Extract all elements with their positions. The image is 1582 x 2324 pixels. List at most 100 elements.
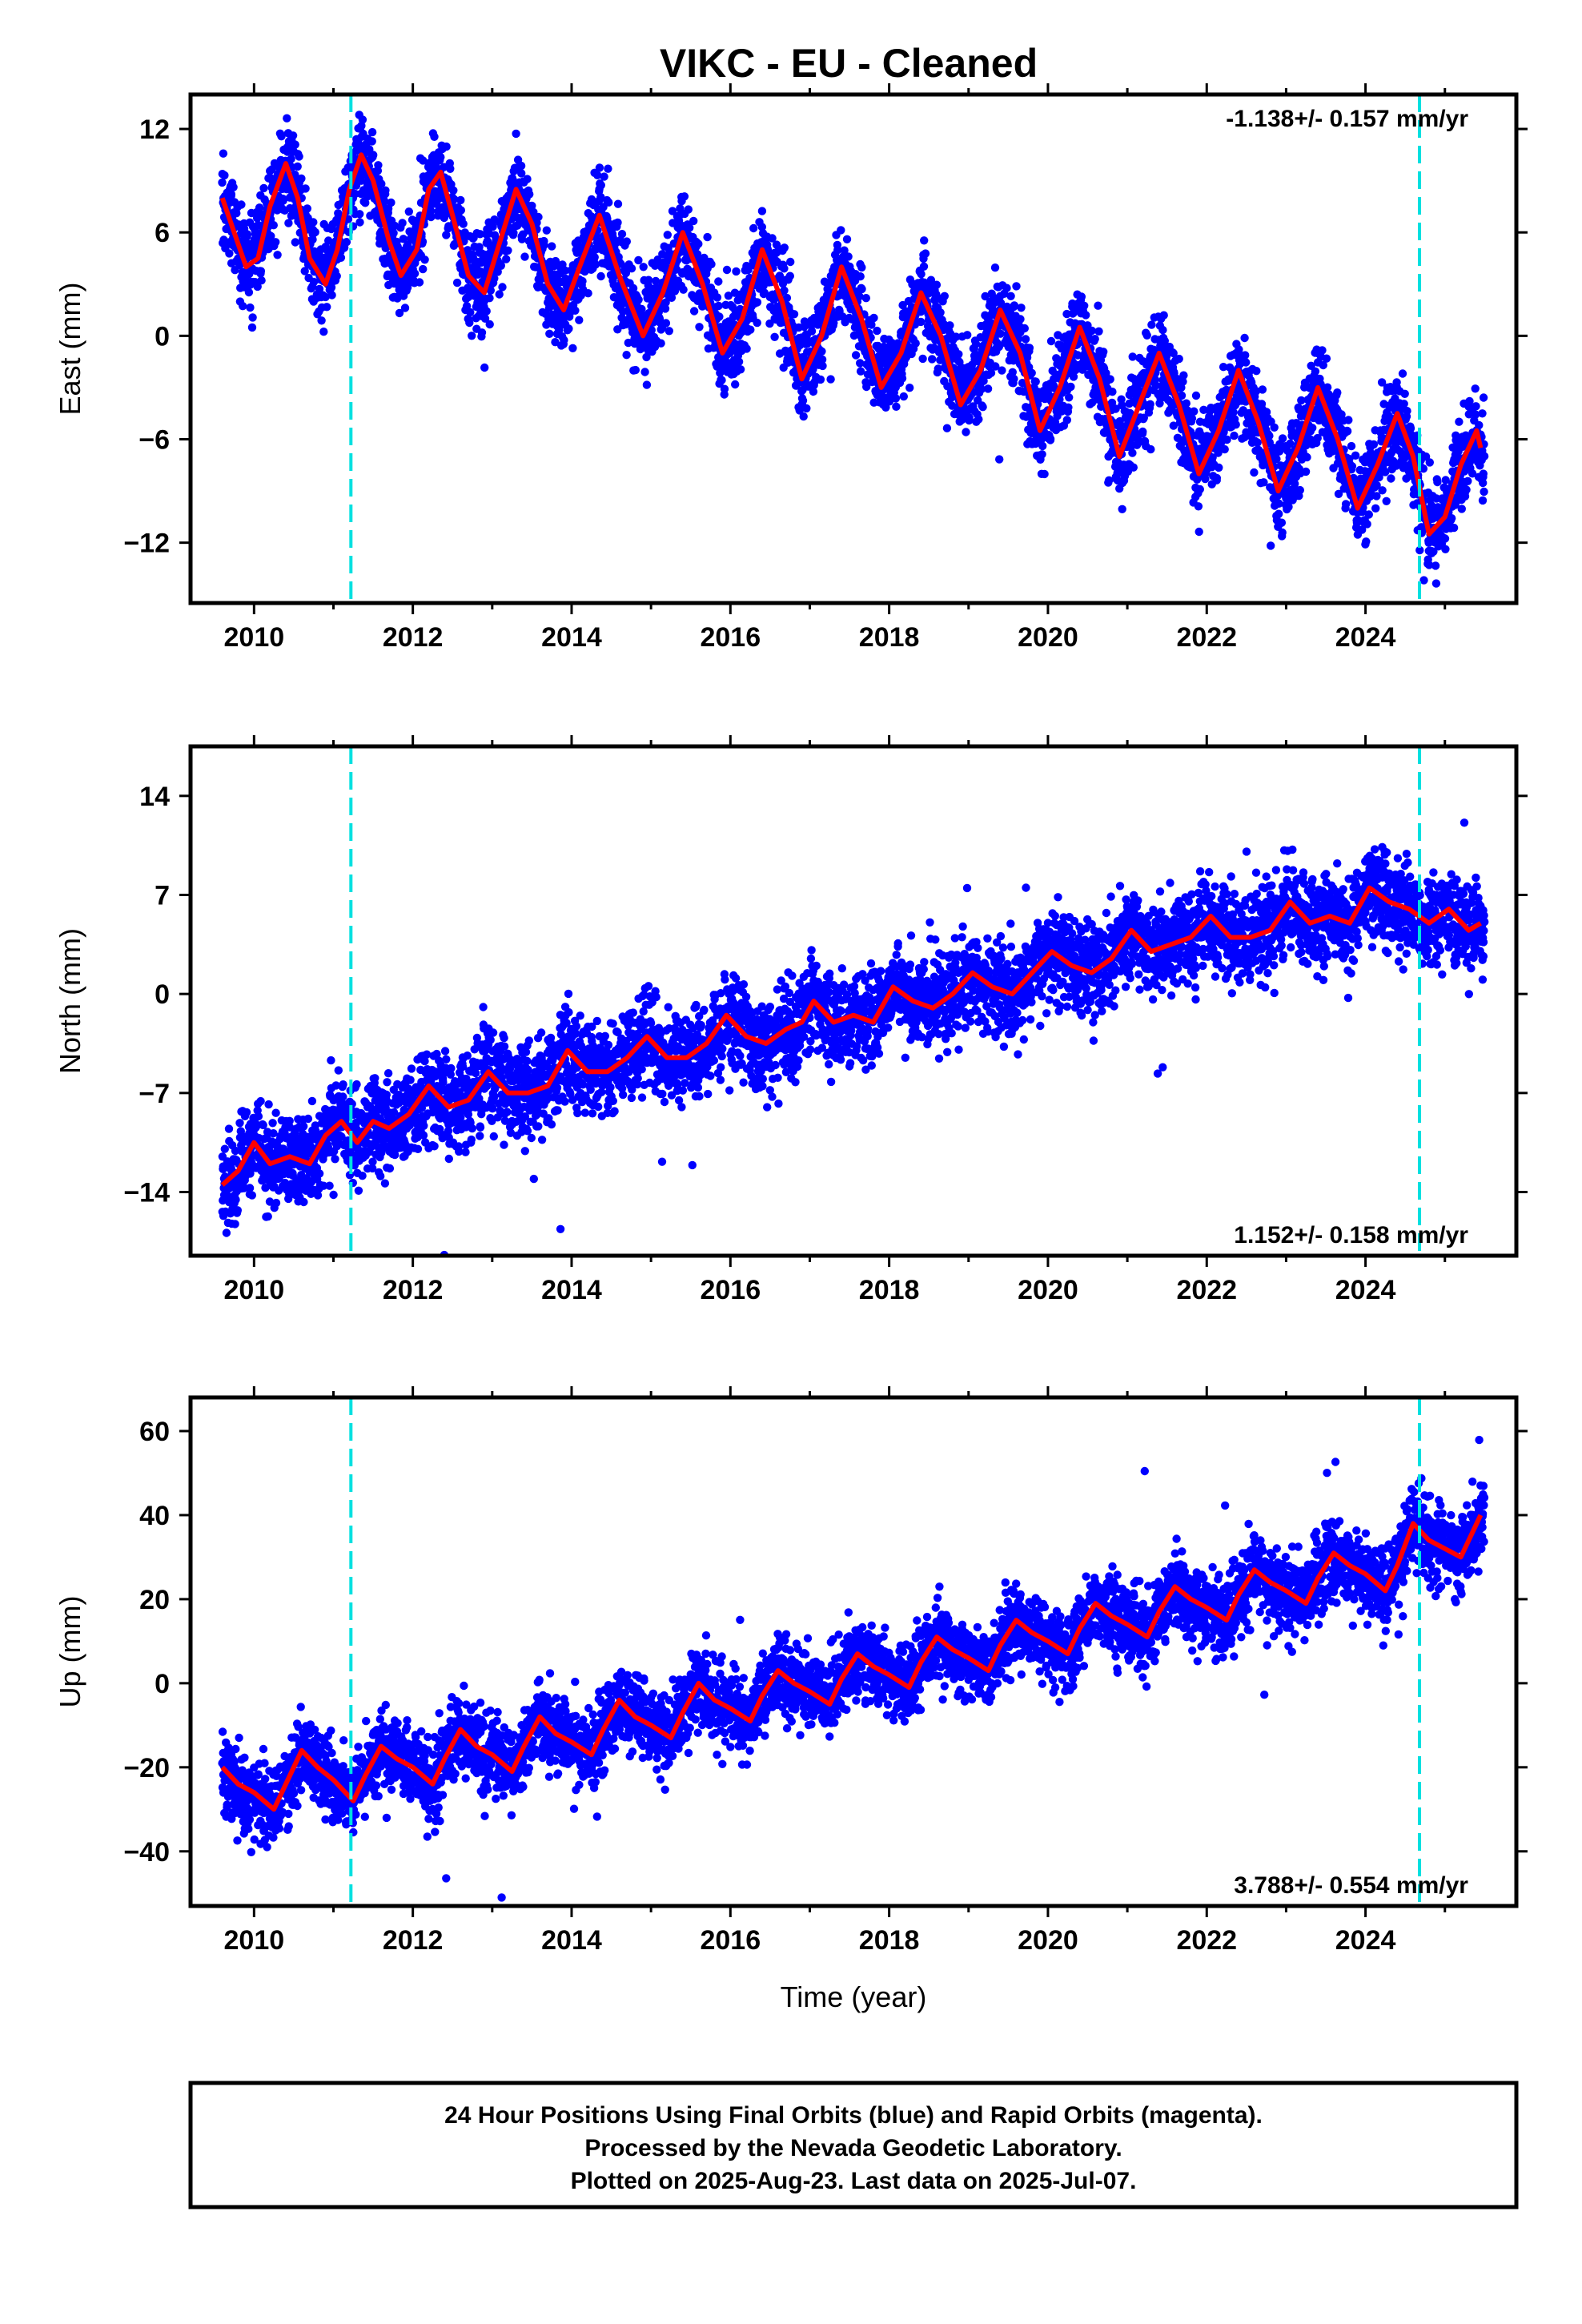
data-point xyxy=(1235,345,1243,354)
data-point xyxy=(919,262,929,271)
data-point xyxy=(342,238,351,247)
data-point xyxy=(273,251,282,259)
data-point xyxy=(495,290,504,299)
data-point xyxy=(695,323,704,332)
data-point xyxy=(369,151,378,159)
data-point xyxy=(679,285,688,294)
data-point xyxy=(580,267,589,276)
data-point xyxy=(374,161,383,170)
data-point xyxy=(897,374,907,383)
data-point xyxy=(459,219,468,228)
data-point xyxy=(542,226,551,235)
data-point xyxy=(367,137,376,146)
data-point xyxy=(1128,448,1137,457)
data-point xyxy=(485,320,494,329)
data-point xyxy=(419,264,428,274)
data-point xyxy=(1275,509,1283,518)
data-point xyxy=(523,175,532,183)
data-point xyxy=(1250,468,1259,477)
data-point xyxy=(753,298,762,307)
data-point xyxy=(291,140,299,149)
data-point xyxy=(482,307,491,316)
data-point xyxy=(1270,423,1279,432)
data-point xyxy=(244,287,254,297)
data-point xyxy=(856,272,865,281)
data-point xyxy=(1129,463,1138,472)
data-point xyxy=(1400,389,1409,398)
data-point xyxy=(918,354,927,364)
data-point xyxy=(379,197,389,206)
data-point xyxy=(504,246,512,255)
data-point xyxy=(1220,444,1229,454)
data-point xyxy=(466,308,475,317)
data-point xyxy=(357,176,366,185)
data-point xyxy=(303,204,311,213)
data-point xyxy=(311,227,319,237)
data-point xyxy=(1082,311,1090,320)
data-point xyxy=(974,415,983,424)
data-point xyxy=(1303,452,1311,462)
data-point xyxy=(237,200,246,209)
data-point xyxy=(235,260,244,270)
data-point xyxy=(613,218,622,227)
data-point xyxy=(456,195,465,205)
data-point xyxy=(596,181,605,190)
data-point xyxy=(627,264,636,273)
data-point xyxy=(617,230,627,239)
data-point xyxy=(1065,393,1074,402)
data-point xyxy=(560,266,569,275)
data-point xyxy=(613,199,623,208)
data-point xyxy=(256,267,266,275)
data-point xyxy=(689,307,699,316)
data-point xyxy=(239,302,247,311)
data-point xyxy=(1231,420,1240,429)
data-point xyxy=(940,292,950,300)
data-point xyxy=(1038,441,1047,451)
data-point xyxy=(516,161,526,171)
data-point xyxy=(694,239,703,248)
data-point xyxy=(571,306,580,315)
data-point xyxy=(389,228,398,238)
data-point xyxy=(218,178,227,187)
data-point xyxy=(512,129,520,139)
data-point xyxy=(1159,311,1168,320)
data-point xyxy=(742,344,751,353)
east-daily-points xyxy=(218,111,1489,588)
data-point xyxy=(430,132,439,141)
data-point xyxy=(869,313,878,323)
data-point xyxy=(1031,377,1040,386)
data-point xyxy=(564,324,573,333)
data-point xyxy=(1333,388,1342,397)
data-point xyxy=(319,328,328,336)
data-point xyxy=(680,192,689,201)
data-point xyxy=(1278,434,1287,443)
data-point xyxy=(596,271,605,281)
data-point xyxy=(622,351,631,360)
data-point xyxy=(642,380,652,389)
data-point xyxy=(1190,407,1199,416)
data-point xyxy=(1191,391,1201,400)
data-point xyxy=(219,149,228,158)
data-point xyxy=(1378,486,1387,495)
data-point xyxy=(640,368,649,376)
data-point xyxy=(229,183,238,191)
data-point xyxy=(520,252,529,261)
data-point xyxy=(1343,427,1352,436)
data-point xyxy=(1064,403,1073,412)
data-point xyxy=(1016,315,1025,324)
data-point xyxy=(715,312,724,321)
data-point xyxy=(1347,441,1356,451)
data-point xyxy=(596,192,605,202)
data-point xyxy=(1258,385,1267,394)
data-point xyxy=(1341,500,1351,509)
data-point xyxy=(920,236,929,245)
data-point xyxy=(584,289,592,298)
data-point xyxy=(358,115,367,124)
data-point xyxy=(857,263,866,272)
data-point xyxy=(1241,351,1250,360)
data-point xyxy=(891,394,901,403)
data-point xyxy=(717,376,726,384)
data-point xyxy=(1308,424,1317,432)
data-point xyxy=(1010,374,1018,384)
